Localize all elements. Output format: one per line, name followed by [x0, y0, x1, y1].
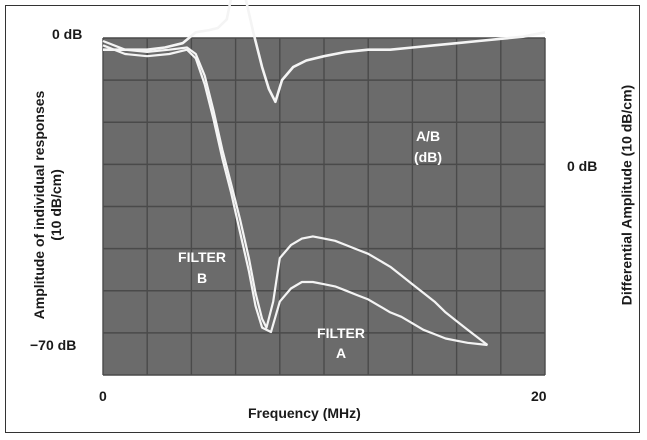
- y-left-axis-label-line2: (10 dB/cm): [48, 169, 64, 241]
- grid: [102, 37, 546, 376]
- series-line-filter-b: [102, 39, 489, 346]
- x-axis-label: Frequency (MHz): [248, 405, 361, 421]
- series-line-filter-a: [102, 44, 488, 347]
- y-right-axis-label: Differential Amplitude (10 dB/cm): [618, 84, 635, 306]
- y-left-axis-label-line1: Amplitude of individual responses: [31, 90, 47, 320]
- y-left-axis-label: Amplitude of individual responses (10 dB…: [31, 91, 65, 320]
- x-tick-label: 20: [531, 388, 547, 404]
- y-left-bottom-label: −70 dB: [30, 337, 77, 353]
- series-line-a-b-db: [103, 0, 546, 104]
- annotation-filter-a-line1: FILTER: [317, 325, 365, 341]
- annotation-filter-b-line2: B: [197, 270, 207, 286]
- annotation-ratio-line2: (dB): [414, 149, 442, 165]
- y-right-ref-label: 0 dB: [567, 158, 598, 174]
- y-left-top-label: 0 dB: [52, 26, 83, 42]
- annotation-filter-a-line2: A: [336, 345, 346, 361]
- annotation-ratio-line1: A/B: [416, 128, 440, 144]
- x-tick-label: 0: [99, 388, 107, 404]
- series-group: [102, 0, 546, 347]
- annotation-filter-b-line1: FILTER: [178, 249, 226, 265]
